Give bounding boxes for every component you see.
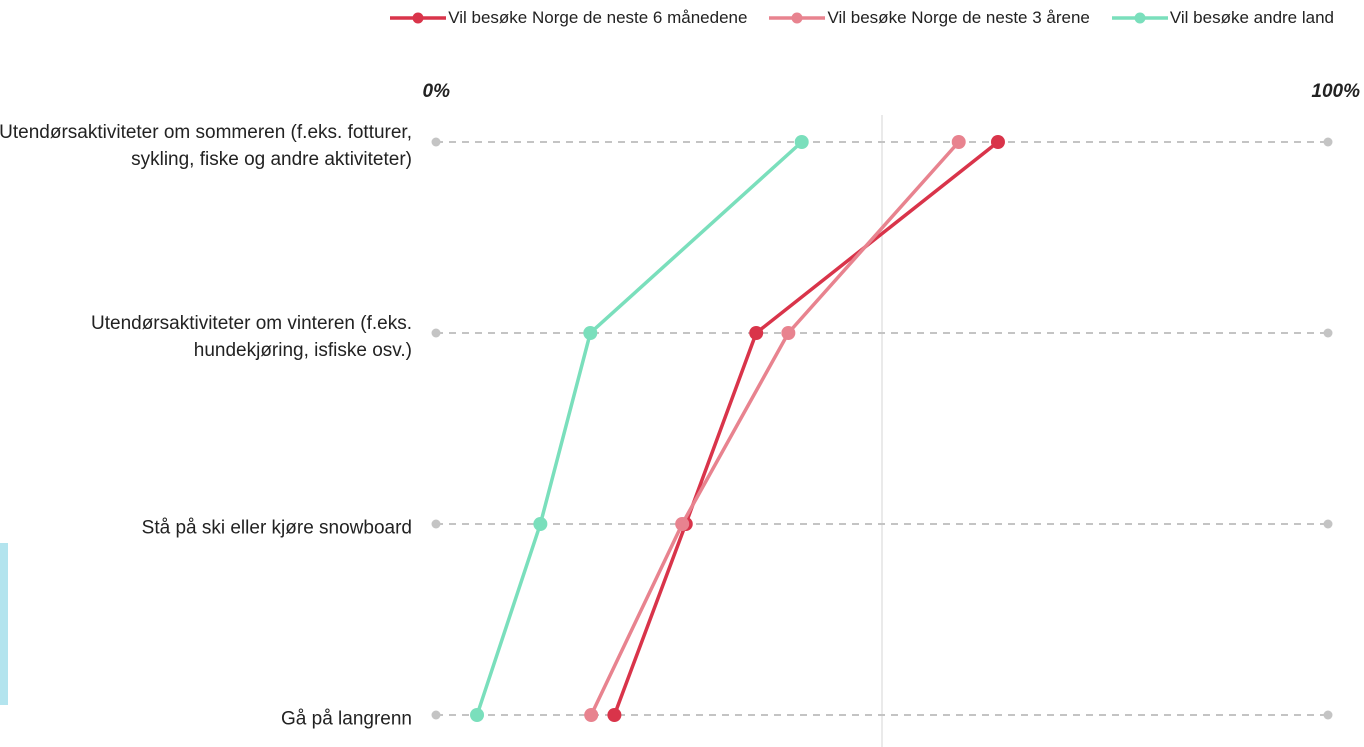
series-line <box>612 140 1000 716</box>
legend-dot <box>791 12 803 24</box>
legend-swatch <box>769 12 826 24</box>
row-end <box>431 328 441 338</box>
point <box>607 708 622 722</box>
point <box>749 326 764 340</box>
point <box>584 708 599 722</box>
point <box>781 326 796 340</box>
legend-item: Vil besøke Norge de neste 3 årene <box>769 8 1090 28</box>
point <box>583 326 598 340</box>
series-line <box>475 140 803 716</box>
series-line <box>589 140 961 716</box>
row-end <box>1323 710 1333 720</box>
legend-item: Vil besøke andre land <box>1111 8 1334 28</box>
point <box>533 517 548 531</box>
x-tick-label: 0% <box>423 81 451 102</box>
legend-dot <box>1134 12 1146 24</box>
legend-label: Vil besøke Norge de neste 3 årene <box>827 8 1090 27</box>
legend-swatch <box>390 12 447 24</box>
row-end <box>431 137 441 147</box>
row-end <box>1323 519 1333 529</box>
row-end <box>1323 137 1333 147</box>
point <box>675 517 690 531</box>
category-label: Gå på langrenn <box>281 708 412 730</box>
x-tick-label: 100% <box>1311 81 1360 102</box>
row-end <box>431 519 441 529</box>
legend-label: Vil besøke andre land <box>1169 8 1334 27</box>
legend-swatch <box>1111 12 1168 24</box>
category-label: Stå på ski eller kjøre snowboard <box>141 517 412 539</box>
category-label: Utendørsaktiviteter om sommeren (f.eks. … <box>0 122 412 170</box>
category-label: Utendørsaktiviteter om vinteren (f.eks. … <box>91 313 412 361</box>
legend-dot <box>412 12 424 24</box>
legend-label: Vil besøke Norge de neste 6 månedene <box>448 8 748 27</box>
side-accent <box>0 543 8 705</box>
point <box>794 135 809 149</box>
row-end <box>1323 328 1333 338</box>
row-end <box>431 710 441 720</box>
point <box>470 708 485 722</box>
point <box>990 135 1005 149</box>
legend: Vil besøke Norge de neste 6 månedene Vil … <box>390 8 1334 28</box>
legend-item: Vil besøke Norge de neste 6 månedene <box>390 8 747 28</box>
point <box>951 135 966 149</box>
